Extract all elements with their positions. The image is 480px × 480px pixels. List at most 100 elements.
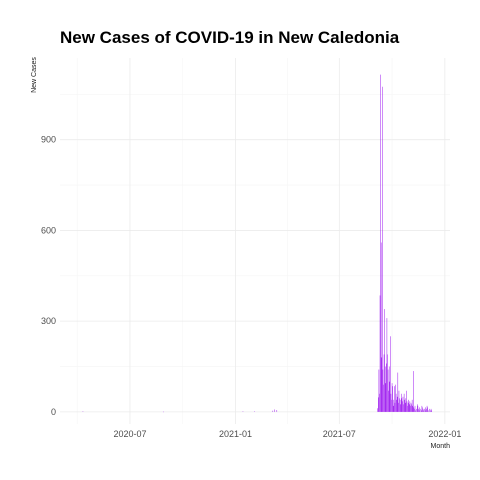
bar bbox=[380, 74, 381, 412]
bar bbox=[427, 407, 428, 412]
bar bbox=[430, 408, 432, 412]
x-axis: 2020-07 2021-01 2021-07 2022-01 bbox=[113, 429, 461, 439]
bars bbox=[82, 74, 432, 413]
bar bbox=[421, 410, 422, 412]
bar bbox=[276, 410, 278, 412]
bar bbox=[408, 399, 409, 412]
bar bbox=[406, 390, 407, 412]
bar bbox=[383, 384, 384, 412]
x-tick-label: 2022-01 bbox=[428, 429, 461, 439]
bar bbox=[410, 402, 412, 412]
bar bbox=[381, 357, 383, 412]
bar bbox=[401, 398, 403, 412]
bar bbox=[382, 369, 384, 412]
bar bbox=[382, 86, 383, 412]
bar bbox=[395, 393, 397, 412]
bar bbox=[379, 295, 381, 412]
bar bbox=[405, 398, 407, 412]
x-axis-label: Month bbox=[431, 443, 451, 450]
bar bbox=[390, 393, 392, 412]
bar bbox=[413, 371, 414, 412]
bar bbox=[162, 411, 164, 413]
bar bbox=[418, 410, 420, 412]
bar bbox=[395, 384, 396, 412]
bar bbox=[272, 410, 274, 412]
bar bbox=[386, 318, 388, 412]
y-tick-label: 600 bbox=[41, 225, 56, 235]
bar bbox=[407, 402, 409, 412]
bar bbox=[393, 399, 395, 412]
bar bbox=[403, 404, 404, 412]
bar bbox=[421, 405, 423, 412]
bar bbox=[402, 396, 404, 412]
x-tick-label: 2021-01 bbox=[219, 429, 252, 439]
bar bbox=[422, 408, 424, 412]
bar bbox=[419, 407, 420, 412]
bar bbox=[417, 405, 419, 412]
bar bbox=[416, 408, 417, 412]
chart-title: New Cases of COVID-19 in New Caledonia bbox=[60, 28, 400, 47]
bar bbox=[392, 405, 394, 412]
bar bbox=[378, 369, 380, 412]
bar bbox=[384, 366, 386, 412]
bar bbox=[383, 354, 385, 412]
bar bbox=[426, 405, 428, 412]
bar bbox=[387, 354, 388, 412]
bar bbox=[389, 381, 391, 412]
bar bbox=[411, 404, 412, 412]
bar bbox=[412, 405, 413, 412]
bar bbox=[82, 411, 84, 412]
bar bbox=[392, 386, 393, 412]
bar bbox=[386, 363, 387, 412]
bar bbox=[425, 410, 427, 412]
bar bbox=[388, 390, 389, 412]
bar bbox=[380, 242, 382, 412]
bar bbox=[419, 408, 421, 412]
grid bbox=[60, 58, 450, 424]
bar bbox=[402, 401, 403, 412]
bar bbox=[391, 383, 393, 412]
bar bbox=[398, 390, 400, 412]
bar bbox=[405, 402, 406, 412]
bar bbox=[409, 404, 410, 412]
bar bbox=[399, 398, 400, 412]
bar bbox=[400, 404, 401, 412]
bar bbox=[431, 410, 432, 412]
bar bbox=[254, 411, 255, 412]
bar bbox=[379, 393, 380, 412]
bar bbox=[409, 401, 411, 412]
y-tick-label: 0 bbox=[51, 407, 56, 417]
bar bbox=[391, 399, 392, 412]
bar bbox=[427, 410, 429, 412]
bar bbox=[274, 409, 275, 412]
bar bbox=[390, 336, 391, 412]
bar bbox=[403, 393, 405, 412]
bar bbox=[414, 408, 415, 412]
bar bbox=[242, 411, 244, 412]
bar bbox=[397, 372, 399, 412]
bar bbox=[423, 410, 424, 412]
bar bbox=[396, 399, 397, 412]
bar bbox=[424, 408, 426, 412]
x-tick-label: 2020-07 bbox=[113, 429, 146, 439]
bar bbox=[400, 393, 402, 412]
x-tick-label: 2021-07 bbox=[323, 429, 356, 439]
bar bbox=[387, 369, 389, 412]
y-axis-label: New Cases bbox=[31, 57, 38, 93]
bar bbox=[384, 309, 385, 412]
bar bbox=[410, 405, 411, 412]
bar bbox=[396, 396, 398, 412]
bar bbox=[406, 401, 408, 412]
bar bbox=[404, 399, 405, 412]
bar bbox=[394, 386, 395, 412]
bar bbox=[394, 402, 396, 412]
bar bbox=[415, 410, 416, 412]
bar bbox=[418, 408, 419, 412]
bar bbox=[413, 407, 415, 412]
bar bbox=[426, 408, 427, 412]
y-axis: 0 300 600 900 bbox=[41, 135, 56, 417]
bar bbox=[378, 397, 379, 412]
bar bbox=[425, 407, 426, 412]
bar bbox=[388, 366, 390, 412]
